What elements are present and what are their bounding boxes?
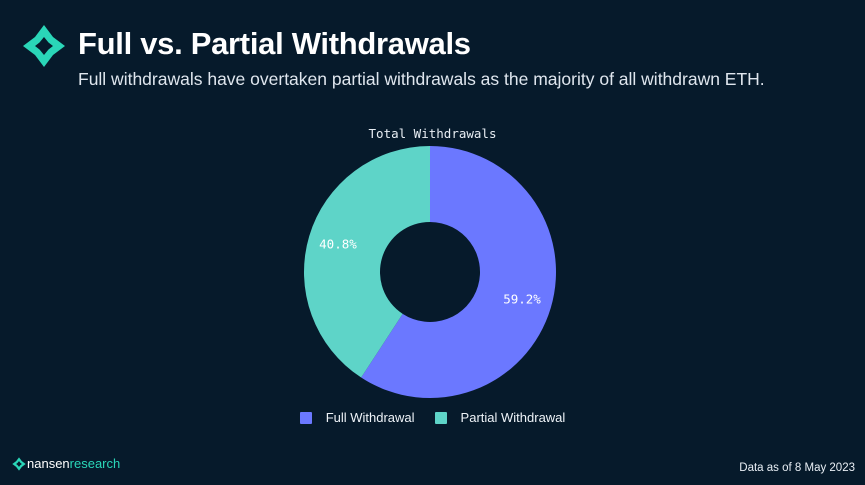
page-title: Full vs. Partial Withdrawals — [78, 26, 471, 61]
brand-suffix: research — [69, 456, 121, 471]
chart-title: Total Withdrawals — [368, 126, 497, 141]
data-date-note: Data as of 8 May 2023 — [739, 462, 855, 474]
legend-swatch-full — [299, 411, 312, 424]
legend-swatch-partial — [434, 411, 447, 424]
legend-item-full-withdrawal[interactable]: Full Withdrawal — [299, 410, 415, 425]
donut-slice-full-withdrawal[interactable] — [361, 146, 557, 398]
legend-item-partial-withdrawal[interactable]: Partial Withdrawal — [434, 410, 566, 425]
nansen-small-logo-icon — [12, 456, 26, 471]
nansen-logo-icon — [23, 25, 65, 67]
donut-label-partial-withdrawal: 40.8% — [319, 237, 357, 252]
page-subtitle: Full withdrawals have overtaken partial … — [78, 69, 765, 89]
brand-logo: nansen research — [12, 456, 120, 471]
legend-label-full: Full Withdrawal — [325, 410, 415, 425]
donut-slice-partial-withdrawal[interactable] — [304, 146, 430, 378]
donut-label-full-withdrawal: 59.2% — [503, 291, 541, 306]
legend-label-partial: Partial Withdrawal — [460, 410, 566, 425]
brand-name: nansen — [27, 456, 70, 471]
chart-legend: Full Withdrawal Partial Withdrawal — [0, 410, 865, 425]
